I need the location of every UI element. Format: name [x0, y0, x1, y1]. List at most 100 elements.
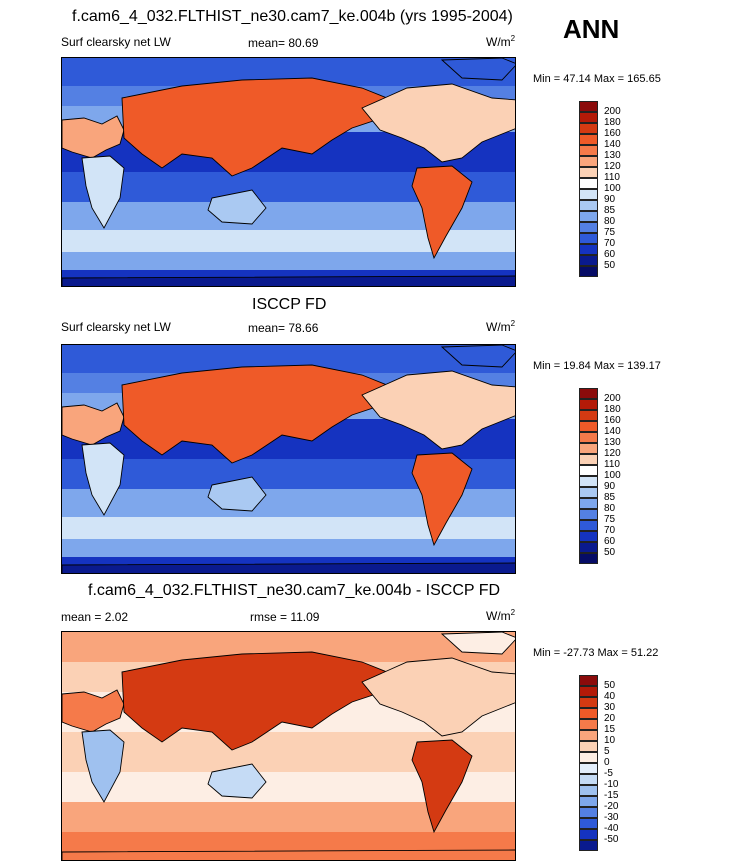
colorbar-3-box: [579, 829, 598, 840]
colorbar-1-box: [579, 244, 598, 255]
colorbar-3-box: [579, 697, 598, 708]
colorbar-2-tick: 200: [604, 393, 621, 404]
colorbar-1-tick: 180: [604, 117, 621, 128]
colorbar-2-box: [579, 399, 598, 410]
colorbar-2-tick: 120: [604, 448, 621, 459]
colorbar-3-tick: 15: [604, 724, 616, 735]
colorbar-1-tick: 85: [604, 205, 616, 216]
continent-outline: [207, 189, 267, 225]
colorbar-3-tick: -30: [604, 812, 619, 823]
panel-3-title: f.cam6_4_032.FLTHIST_ne30.cam7_ke.004b -…: [88, 582, 501, 599]
colorbar-3-box: [579, 686, 598, 697]
colorbar-1-tick: 75: [604, 227, 616, 238]
field-band: [62, 230, 515, 252]
colorbar-2-box: [579, 443, 598, 454]
colorbar-3-box: [579, 796, 598, 807]
colorbar-3-box: [579, 708, 598, 719]
colorbar-2-tick: 140: [604, 426, 621, 437]
continent-outline: [411, 739, 473, 834]
colorbar-3-tick: 40: [604, 691, 616, 702]
colorbar-2-box: [579, 454, 598, 465]
continent-outline: [361, 370, 515, 450]
colorbar-3-box: [579, 752, 598, 763]
colorbar-1-tick: 160: [604, 128, 621, 139]
colorbar-2-box: [579, 520, 598, 531]
continent-outline: [62, 849, 515, 860]
continent-outline: [411, 165, 473, 260]
continent-outline: [81, 442, 125, 516]
panel-3-rmse: rmse = 11.09: [250, 610, 320, 624]
continent-outline: [62, 275, 515, 286]
field-band: [62, 539, 515, 557]
colorbar-2-box: [579, 487, 598, 498]
panel-2-units: W/m2: [486, 319, 516, 334]
colorbar-2-tick: 70: [604, 525, 616, 536]
colorbar-3-tick: 0: [604, 757, 610, 768]
continent-outline: [411, 452, 473, 547]
panel-1-left-label: Surf clearsky net LW: [61, 35, 171, 49]
colorbar-3-tick: 5: [604, 746, 610, 757]
colorbar-3-tick: 20: [604, 713, 616, 724]
colorbar-1-tick: 60: [604, 249, 616, 260]
colorbar-3-box: [579, 807, 598, 818]
panel-1-map: [61, 57, 516, 287]
colorbar-3-box: [579, 818, 598, 829]
colorbar-1-box: [579, 156, 598, 167]
colorbar-1-box: [579, 178, 598, 189]
colorbar-3-tick: 30: [604, 702, 616, 713]
colorbar-2-box: [579, 476, 598, 487]
field-band: [62, 252, 515, 270]
colorbar-2-box: [579, 542, 598, 553]
colorbar-1-box: [579, 123, 598, 134]
continent-outline: [207, 476, 267, 512]
colorbar-3-box: [579, 730, 598, 741]
continent-outline: [121, 651, 393, 751]
colorbar-1-box: [579, 266, 598, 277]
continent-outline: [81, 729, 125, 803]
colorbar-2-tick: 85: [604, 492, 616, 503]
colorbar-1-tick: 120: [604, 161, 621, 172]
colorbar-3-box: [579, 675, 598, 686]
colorbar-2-tick: 180: [604, 404, 621, 415]
colorbar-2-tick: 100: [604, 470, 621, 481]
continent-outline: [361, 83, 515, 163]
colorbar-3: 50 40 30 20 15 10 5 0 -5 -10 -15 -20 -30 -40 -50: [579, 675, 618, 851]
colorbar-1-tick: 70: [604, 238, 616, 249]
continent-outline: [207, 763, 267, 799]
continent-outline: [62, 402, 125, 446]
colorbar-3-tick: -10: [604, 779, 619, 790]
colorbar-3-box: [579, 741, 598, 752]
colorbar-3-tick: 10: [604, 735, 616, 746]
colorbar-2-box: [579, 553, 598, 564]
panel-2-map: [61, 344, 516, 574]
colorbar-1-box: [579, 211, 598, 222]
field-band: [62, 517, 515, 539]
colorbar-3-box: [579, 719, 598, 730]
map-field-2: [62, 345, 515, 573]
continent-outline: [121, 364, 393, 464]
panel-3-map: [61, 631, 516, 861]
colorbar-2-box: [579, 465, 598, 476]
colorbar-1-box: [579, 255, 598, 266]
colorbar-2-tick: 60: [604, 536, 616, 547]
colorbar-1: 200 180 160 140 130 120 110 100 90 85 80 75 70 60 50: [579, 101, 621, 277]
colorbar-1-tick: 200: [604, 106, 621, 117]
colorbar-2-box: [579, 432, 598, 443]
continent-outline: [121, 77, 393, 177]
colorbar-3-tick: -50: [604, 834, 619, 845]
colorbar-1-box: [579, 167, 598, 178]
continent-outline: [81, 155, 125, 229]
colorbar-3-tick: -5: [604, 768, 613, 779]
colorbar-3-box: [579, 774, 598, 785]
colorbar-1-tick: 100: [604, 183, 621, 194]
panel-1-minmax: Min = 47.14 Max = 165.65: [533, 73, 661, 85]
colorbar-3-tick: -15: [604, 790, 619, 801]
colorbar-3-tick: 50: [604, 680, 616, 691]
map-field-1: [62, 58, 515, 286]
panel-2-title: ISCCP FD: [252, 296, 327, 313]
colorbar-3-box: [579, 763, 598, 774]
panel-3-minmax: Min = -27.73 Max = 51.22: [533, 647, 659, 659]
continent-outline: [361, 657, 515, 737]
colorbar-1-tick: 110: [604, 172, 620, 183]
colorbar-1-tick: 140: [604, 139, 621, 150]
